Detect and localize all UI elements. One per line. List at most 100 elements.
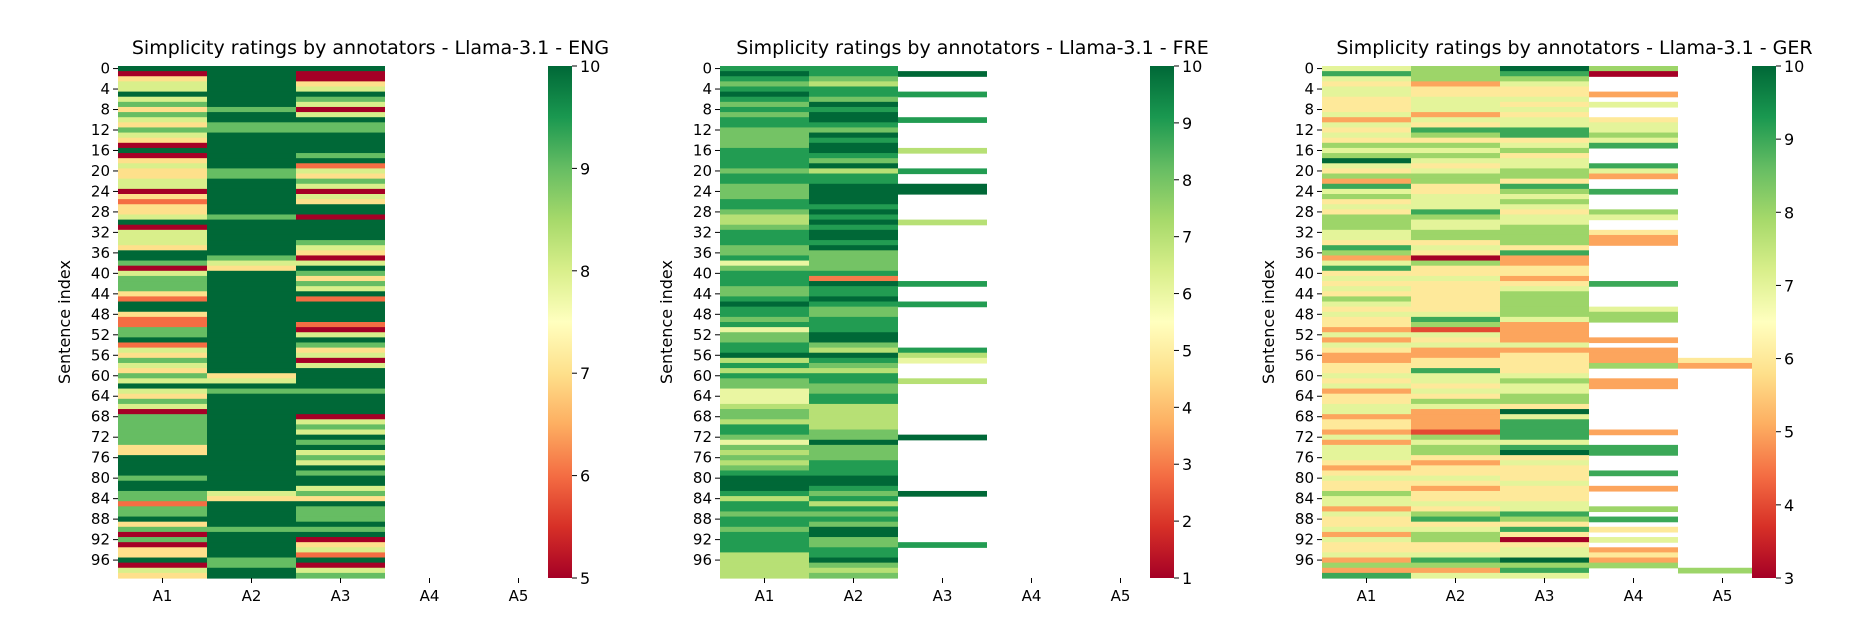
heatmap-cell xyxy=(1589,209,1678,216)
heatmap-cell xyxy=(296,398,385,405)
heatmap-cell xyxy=(1322,81,1411,88)
heatmap-cell xyxy=(118,255,207,262)
heatmap-cell xyxy=(720,163,809,169)
heatmap-cell xyxy=(1500,526,1589,533)
heatmap-cell xyxy=(1322,76,1411,82)
y-tick-label: 68 xyxy=(693,408,712,426)
heatmap-cell xyxy=(809,516,898,523)
heatmap-cell xyxy=(118,409,207,415)
heatmap-cell xyxy=(1589,137,1678,144)
heatmap-cell xyxy=(1322,101,1411,108)
heatmap-cell xyxy=(1411,281,1500,287)
heatmap-cell xyxy=(1500,255,1589,262)
heatmap-cell xyxy=(118,137,207,144)
heatmap-cell xyxy=(118,194,207,200)
heatmap-cell xyxy=(1322,316,1411,323)
heatmap-panel-1: Simplicity ratings by annotators - Llama… xyxy=(55,37,609,605)
heatmap-cell xyxy=(1411,414,1500,420)
heatmap-cell xyxy=(207,76,296,82)
heatmap-cell xyxy=(1500,531,1589,538)
heatmap-cell xyxy=(1322,531,1411,538)
heatmap-cell xyxy=(809,158,898,164)
heatmap-cell xyxy=(809,265,898,272)
heatmap-cell xyxy=(1322,388,1411,395)
heatmap-cell xyxy=(118,204,207,210)
heatmap-cell xyxy=(720,409,809,415)
heatmap-cell xyxy=(1322,480,1411,487)
heatmap-cell xyxy=(207,219,296,226)
heatmap-cell xyxy=(1500,537,1589,543)
heatmap-cell xyxy=(118,132,207,139)
heatmap-cell xyxy=(720,332,809,338)
heatmap-cell xyxy=(118,444,207,451)
heatmap-cell xyxy=(1411,373,1500,379)
heatmap-cell xyxy=(720,388,809,395)
heatmap-cell xyxy=(207,572,296,579)
x-tick-label: A5 xyxy=(1111,587,1131,605)
heatmap-cell xyxy=(1411,552,1500,559)
heatmap-cell xyxy=(207,506,296,513)
heatmap-cell xyxy=(296,219,385,226)
heatmap-cell xyxy=(720,496,809,502)
heatmap-cell xyxy=(809,316,898,323)
heatmap-cell xyxy=(720,383,809,390)
heatmap-cell xyxy=(1322,137,1411,144)
heatmap-cell xyxy=(809,439,898,446)
heatmap-cell xyxy=(118,214,207,221)
heatmap-cell xyxy=(118,158,207,164)
heatmap-cell xyxy=(1500,234,1589,241)
heatmap-cell xyxy=(1589,362,1678,369)
heatmap-cell xyxy=(207,470,296,477)
heatmap-cell xyxy=(1411,163,1500,169)
heatmap-cell xyxy=(1322,163,1411,169)
heatmap-cell xyxy=(809,373,898,379)
heatmap-cell xyxy=(1411,409,1500,415)
heatmap-cell xyxy=(1411,127,1500,134)
heatmap-cell xyxy=(118,178,207,185)
heatmap-cell xyxy=(296,153,385,159)
heatmap-cell xyxy=(809,552,898,559)
heatmap-cell xyxy=(296,306,385,313)
y-tick-label: 72 xyxy=(693,428,712,446)
heatmap-cell xyxy=(1589,229,1678,236)
heatmap-cell xyxy=(1322,214,1411,221)
heatmap-cell xyxy=(720,132,809,139)
heatmap-cell xyxy=(1500,516,1589,523)
heatmap-cell xyxy=(1500,194,1589,200)
heatmap-cell xyxy=(296,168,385,175)
y-tick-label: 96 xyxy=(91,551,110,569)
heatmap-cell xyxy=(207,178,296,185)
heatmap-cell xyxy=(296,378,385,385)
heatmap-cell xyxy=(1500,204,1589,210)
heatmap-cell xyxy=(1411,245,1500,251)
heatmap-cell xyxy=(1322,168,1411,175)
heatmap-cell xyxy=(296,455,385,461)
heatmap-cell xyxy=(1411,291,1500,297)
heatmap-cell xyxy=(1322,429,1411,436)
heatmap-cell xyxy=(118,516,207,523)
heatmap-cell xyxy=(1322,332,1411,338)
heatmap-cell xyxy=(296,71,385,77)
heatmap-cell xyxy=(1500,460,1589,466)
heatmap-cell xyxy=(296,209,385,216)
heatmap-cell xyxy=(1500,286,1589,292)
heatmap-cell xyxy=(898,378,987,385)
heatmap-cell xyxy=(1322,234,1411,241)
heatmap-cell xyxy=(1500,511,1589,518)
heatmap-cell xyxy=(720,265,809,272)
heatmap-cell xyxy=(720,562,809,569)
heatmap-cell xyxy=(118,322,207,328)
heatmap-cell xyxy=(1322,178,1411,185)
heatmap-cell xyxy=(1322,434,1411,441)
heatmap-cell xyxy=(1411,383,1500,390)
colorbar-tick-label: 9 xyxy=(1784,130,1794,149)
heatmap-cell xyxy=(118,76,207,82)
heatmap-cell xyxy=(1322,485,1411,492)
heatmap-cell xyxy=(207,501,296,507)
x-tick-label: A1 xyxy=(1357,587,1377,605)
heatmap-cell xyxy=(1500,66,1589,72)
heatmap-cell xyxy=(1500,112,1589,118)
heatmap-cell xyxy=(1322,537,1411,543)
heatmap-cell xyxy=(118,485,207,492)
heatmap-cell xyxy=(1411,460,1500,466)
